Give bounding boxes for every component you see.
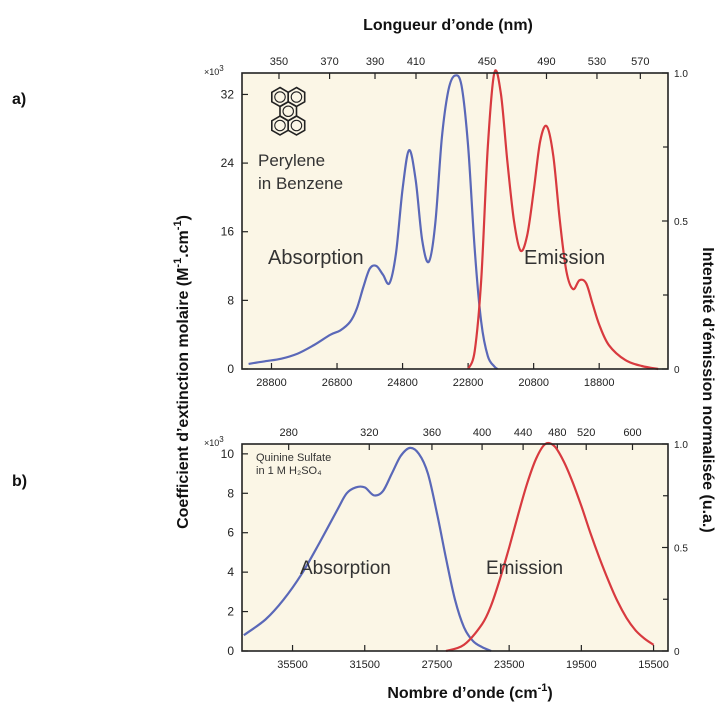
bottom-axis-title: Nombre d’onde (cm-1) [387, 682, 552, 702]
top-tick-label: 320 [360, 427, 378, 439]
top-tick-label: 530 [588, 56, 606, 68]
y-left-tick-label: 10 [221, 447, 235, 461]
top-tick-label: 600 [623, 427, 641, 439]
left-axis-title-mid: .cm [175, 230, 192, 258]
left-axis-title-text: Coefficient d’extinction molaire (M [175, 268, 192, 529]
perylene-structure-icon [270, 86, 306, 136]
x-tick-label: 19500 [566, 659, 597, 671]
y-right-tick-label: 0.5 [674, 544, 688, 555]
x-tick-label: 24800 [387, 377, 418, 389]
top-tick-label: 520 [577, 427, 595, 439]
y-left-tick-label: 8 [227, 486, 234, 500]
chart-annotation: in Benzene [258, 174, 343, 193]
x-tick-label: 31500 [349, 659, 380, 671]
x-tick-label: 20800 [518, 377, 549, 389]
left-axis-title-end: ) [175, 215, 192, 220]
y-right-tick-label: 0 [674, 365, 680, 376]
x-tick-label: 28800 [256, 377, 287, 389]
chart-annotation: Absorption [268, 247, 364, 269]
left-axis-title-sup2: -1 [172, 220, 184, 230]
plot-frame [241, 72, 669, 370]
chart-annotation: Absorption [300, 558, 391, 579]
chart-annotation: in 1 M H₂SO₄ [256, 465, 322, 477]
top-tick-label: 360 [423, 427, 441, 439]
y-right-tick-label: 0 [674, 647, 680, 658]
top-axis-title: Longueur d’onde (nm) [363, 17, 533, 34]
plot-area [242, 73, 668, 369]
top-tick-label: 570 [631, 56, 649, 68]
chart-annotation: Emission [486, 558, 563, 579]
top-tick-label: 410 [407, 56, 425, 68]
top-tick-label: 400 [473, 427, 491, 439]
top-tick-label: 280 [279, 427, 297, 439]
emission-line [445, 441, 655, 653]
bottom-axis-title-text: Nombre d’onde (cm [387, 685, 537, 702]
chart-annotation: Perylene [258, 151, 325, 170]
absorption-line [248, 74, 499, 370]
top-tick-label: 370 [320, 56, 338, 68]
y-left-tick-label: 2 [227, 605, 234, 619]
top-tick-label: 490 [537, 56, 555, 68]
chart-annotation: Quinine Sulfate [256, 452, 331, 464]
top-tick-label: 440 [514, 427, 532, 439]
y-left-tick-label: 0 [227, 362, 234, 376]
x-tick-label: 26800 [322, 377, 353, 389]
y-left-tick-label: 6 [227, 526, 234, 540]
y-left-tick-label: 0 [227, 644, 234, 658]
chart-annotation: Emission [524, 247, 605, 269]
x-tick-label: 18800 [584, 377, 615, 389]
y-left-tick-label: 8 [227, 293, 234, 307]
plot-area [242, 444, 668, 651]
y-left-tick-label: 32 [221, 87, 235, 101]
bottom-axis-title-sup: -1 [538, 682, 548, 694]
x-tick-label: 27500 [422, 659, 453, 671]
y-left-tick-label: 24 [221, 156, 235, 170]
y-multiplier-label: ×103 [204, 435, 224, 448]
emission-line [467, 69, 659, 371]
plot-frame [241, 443, 669, 652]
y-left-tick-label: 4 [227, 565, 234, 579]
top-tick-label: 350 [270, 56, 288, 68]
absorption-line [243, 446, 492, 653]
x-tick-label: 22800 [453, 377, 484, 389]
y-right-tick-label: 1.0 [674, 69, 688, 80]
y-right-tick-label: 1.0 [674, 440, 688, 451]
panel-label: a) [12, 91, 26, 108]
x-tick-label: 35500 [277, 659, 308, 671]
left-axis-title: Coefficient d’extinction molaire (M-1.cm… [172, 215, 192, 529]
left-axis-title-sup1: -1 [172, 258, 184, 268]
top-tick-label: 450 [478, 56, 496, 68]
top-tick-label: 480 [548, 427, 566, 439]
panel-label: b) [12, 473, 27, 490]
top-tick-label: 390 [366, 56, 384, 68]
y-multiplier-label: ×103 [204, 64, 224, 77]
right-axis-title: Intensité d’émission normalisée (u.a.) [699, 247, 716, 532]
x-tick-label: 15500 [638, 659, 669, 671]
x-tick-label: 23500 [494, 659, 525, 671]
y-left-tick-label: 16 [221, 225, 235, 239]
bottom-axis-title-end: ) [547, 685, 552, 702]
y-right-tick-label: 0.5 [674, 217, 688, 228]
